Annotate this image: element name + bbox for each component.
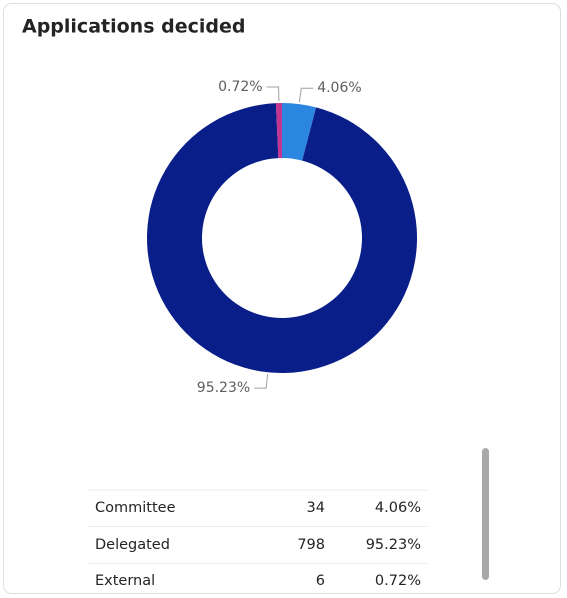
data-label: 4.06%: [317, 80, 361, 96]
leader-line: [298, 87, 314, 103]
table-category: Delegated: [95, 537, 170, 553]
table-category: Committee: [95, 500, 176, 516]
table: Committee 34 4.06% Delegated 798 95.23% Extern…: [88, 489, 427, 589]
data-label: 95.23%: [197, 380, 250, 396]
table-percent: 95.23%: [366, 537, 421, 553]
leader-line: [266, 86, 280, 102]
table-category: External: [95, 573, 155, 589]
slice: [147, 103, 418, 374]
donut: 4.06% 95.23% 0.72%: [147, 79, 418, 396]
slice: [282, 103, 317, 161]
data-label: 0.72%: [218, 79, 262, 95]
scrollbar[interactable]: [482, 448, 489, 580]
chart-title: Applications decided: [22, 16, 245, 38]
table-percent: 0.72%: [375, 573, 421, 589]
slice: [275, 103, 282, 159]
table-count: 798: [297, 537, 325, 553]
card-border: [3, 3, 561, 594]
table-count: 34: [307, 500, 325, 516]
table-count: 6: [316, 573, 325, 589]
leader-line: [254, 374, 269, 389]
table-percent: 4.06%: [375, 500, 421, 516]
